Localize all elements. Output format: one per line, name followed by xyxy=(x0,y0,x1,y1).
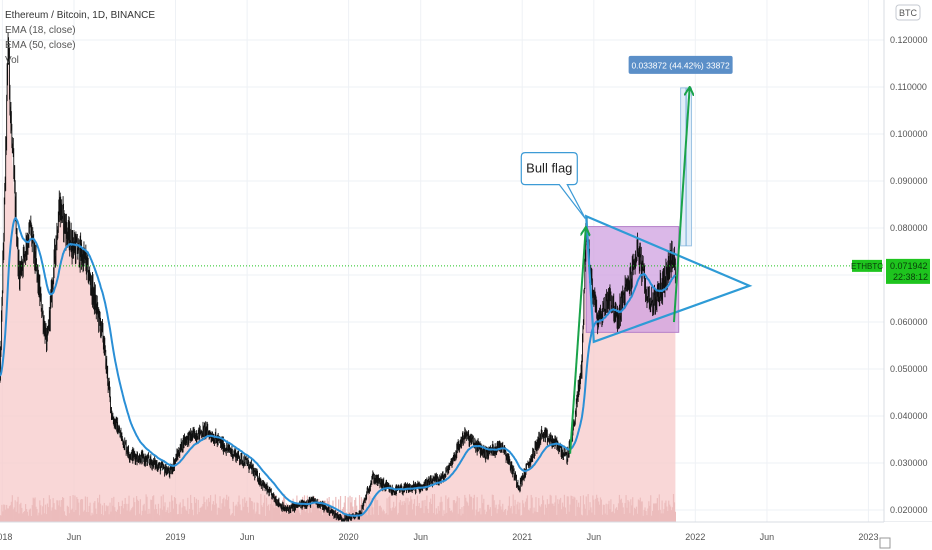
legend-volume[interactable]: Vol xyxy=(5,55,19,66)
x-tick-label: Jun xyxy=(413,532,428,542)
x-tick-label: 2021 xyxy=(512,532,532,542)
x-tick-label: Jun xyxy=(240,532,255,542)
x-tick-label: 2020 xyxy=(339,532,359,542)
annotations[interactable]: 0.033872 (44.42%) 33872 Bull flag xyxy=(520,55,753,454)
measure-label: 0.033872 (44.42%) 33872 xyxy=(631,60,730,70)
y-tick-label: 0.050000 xyxy=(890,364,928,374)
legend-ema18[interactable]: EMA (18, close) xyxy=(5,25,76,36)
price-tag-countdown: 22:38:12 xyxy=(893,272,928,282)
price-tag xyxy=(886,258,930,284)
ema-layer xyxy=(0,216,677,517)
projection-arrow[interactable] xyxy=(672,88,690,323)
ema-line xyxy=(0,216,677,517)
x-tick-label: 2022 xyxy=(685,532,705,542)
x-tick-label: Jun xyxy=(760,532,775,542)
price-area-fill xyxy=(0,51,676,523)
chart-legend: Ethereum / Bitcoin, 1D, BINANCE EMA (18,… xyxy=(5,8,155,68)
time-axis-bg xyxy=(0,522,932,550)
legend-ema50[interactable]: EMA (50, close) xyxy=(5,40,76,51)
x-tick-label: 2018 xyxy=(0,532,12,542)
x-tick-label: 2019 xyxy=(165,532,185,542)
currency-badge-text: BTC xyxy=(899,8,918,18)
legend-symbol[interactable]: Ethereum / Bitcoin, 1D, BINANCE xyxy=(5,10,156,21)
ticker-tag-text: ETHBTC xyxy=(851,262,883,271)
y-tick-label: 0.020000 xyxy=(890,505,928,515)
callout-text: Bull flag xyxy=(526,161,572,176)
price-tag-value: 0.071942 xyxy=(890,261,928,271)
settings-icon[interactable] xyxy=(879,537,891,549)
callout-bubble[interactable] xyxy=(520,151,586,219)
y-tick-label: 0.090000 xyxy=(890,176,928,186)
ticker-tag xyxy=(852,259,882,272)
y-tick-label: 0.110000 xyxy=(890,82,927,92)
x-tick-label: Jun xyxy=(587,532,602,542)
x-tick-label: 2023 xyxy=(858,532,878,542)
grid xyxy=(0,0,884,522)
y-tick-label: 0.040000 xyxy=(890,411,928,421)
currency-badge[interactable] xyxy=(895,4,921,21)
y-tick-label: 0.060000 xyxy=(890,317,928,327)
flagpole-arrow[interactable] xyxy=(569,228,586,454)
y-tick-label: 0.100000 xyxy=(890,129,928,139)
y-tick-label: 0.080000 xyxy=(890,223,928,233)
measure-label-box xyxy=(628,55,733,74)
corner-box xyxy=(884,522,932,550)
y-tick-label: 0.120000 xyxy=(890,35,928,45)
y-tick-label: 0.030000 xyxy=(890,458,928,468)
triangle-pattern[interactable] xyxy=(584,214,753,344)
x-tick-label: Jun xyxy=(67,532,82,542)
